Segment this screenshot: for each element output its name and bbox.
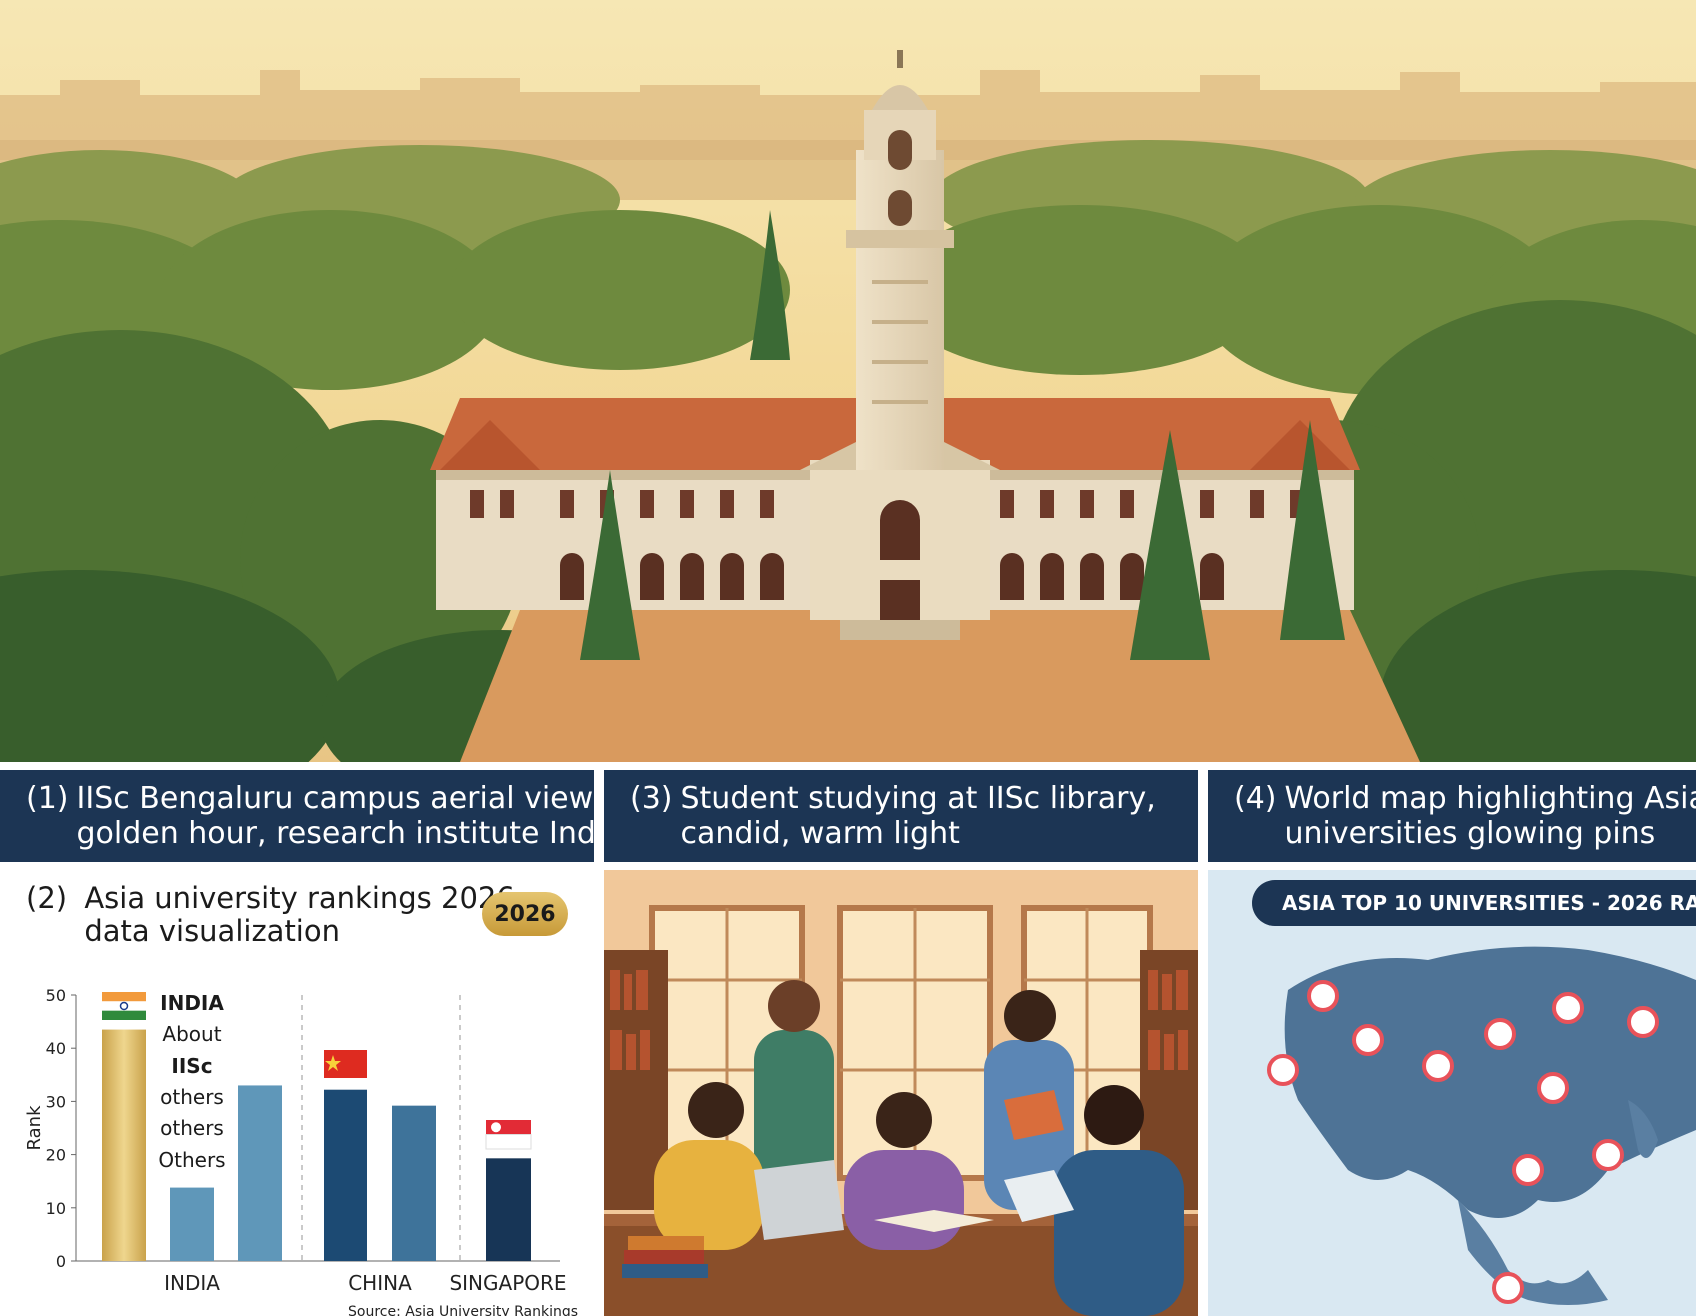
singapore-flag-icon <box>485 1120 532 1150</box>
caption-line: candid, warm light <box>680 816 960 851</box>
y-tick-label: 40 <box>46 1039 66 1058</box>
china-flag-icon <box>324 1050 367 1078</box>
y-tick-label: 50 <box>46 986 66 1005</box>
bar-china-2 <box>392 1105 436 1261</box>
caption-line: World map highlighting Asia to <box>1284 781 1696 816</box>
caption-world-map: (4) World map highlighting Asia to unive… <box>1208 770 1696 862</box>
caption-campus: (1) IISc Bengaluru campus aerial view, g… <box>0 770 594 862</box>
rankings-chart-panel: (2) Asia university rankings 2026 data v… <box>0 862 596 1316</box>
caption-line: golden hour, research institute India <box>76 816 595 851</box>
x-category-label: SINGAPORE <box>449 1271 566 1295</box>
map-banner: ASIA TOP 10 UNIVERSITIES - 2026 RANKING <box>1252 880 1696 926</box>
caption-library: (3) Student studying at IISc library, ca… <box>604 770 1198 862</box>
caption-line: IISc Bengaluru campus aerial view, <box>76 781 595 816</box>
legend-entry: IISc <box>171 1054 212 1078</box>
y-axis-label: Rank <box>24 1105 45 1151</box>
chart-title-line: Asia university rankings 2026 <box>84 881 515 915</box>
x-category-label: INDIA <box>164 1271 220 1295</box>
bar-india-2 <box>170 1187 214 1261</box>
caption-number: (1) <box>26 781 69 816</box>
rankings-bar-chart: 0 10 20 30 40 50 Rank INDIA CHINA SINGAPORE INDIA A… <box>24 986 567 1295</box>
legend-entry: others <box>160 1116 224 1140</box>
y-tick-label: 20 <box>46 1146 66 1165</box>
chart-title-line: data visualization <box>84 914 340 948</box>
x-category-label: CHINA <box>348 1271 412 1295</box>
caption-line: universities glowing pins <box>1284 816 1656 851</box>
chart-title-number: (2) <box>26 881 68 915</box>
chart-source: Source: Asia University Rankings <box>348 1304 579 1316</box>
bar-china-1 <box>324 1089 367 1261</box>
legend-entry: INDIA <box>160 991 224 1015</box>
year-badge: 2026 <box>482 892 568 936</box>
campus-aerial-illustration <box>0 0 1696 762</box>
asia-map <box>1208 870 1696 1316</box>
library-illustration <box>604 870 1198 1316</box>
y-tick-label: 0 <box>56 1252 66 1271</box>
legend-entry: About <box>162 1022 221 1046</box>
india-flag-icon <box>102 992 146 1020</box>
caption-number: (3) <box>630 781 673 816</box>
legend-entry: others <box>160 1085 224 1109</box>
caption-line: Student studying at IISc library, <box>680 781 1156 816</box>
asia-map-panel: ASIA TOP 10 UNIVERSITIES - 2026 RANKING <box>1208 870 1696 1316</box>
chart-title: (2) Asia university rankings 2026 data v… <box>26 882 515 948</box>
bar-singapore-1 <box>486 1158 531 1261</box>
bar-india-3 <box>238 1085 282 1261</box>
caption-number: (4) <box>1234 781 1277 816</box>
y-tick-label: 10 <box>46 1199 66 1218</box>
bar-india-1 <box>102 1029 146 1261</box>
legend-entry: Others <box>158 1148 225 1172</box>
y-tick-label: 30 <box>46 1092 66 1111</box>
